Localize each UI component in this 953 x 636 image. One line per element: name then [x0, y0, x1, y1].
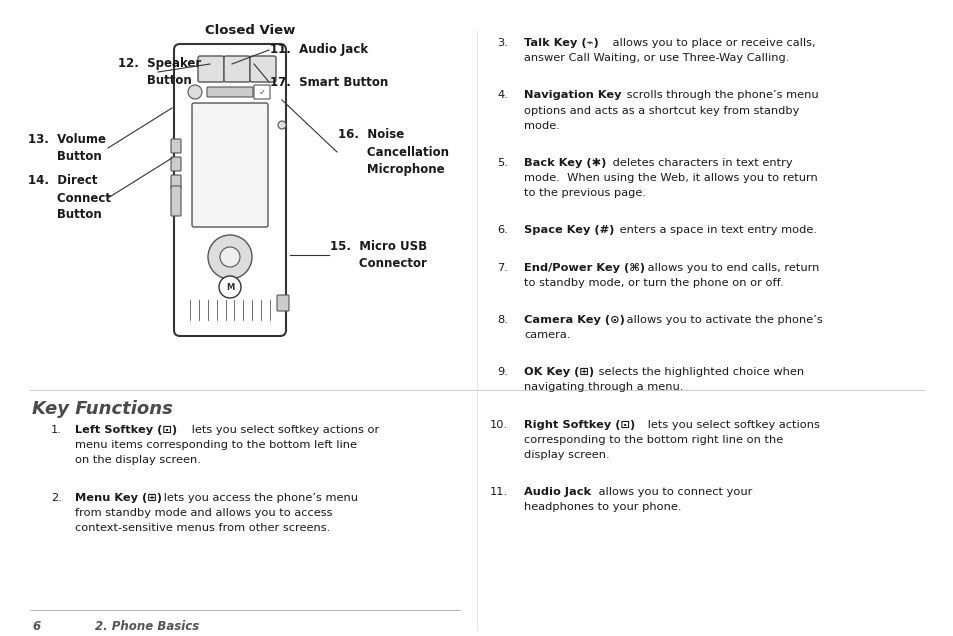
Text: to standby mode, or turn the phone on or off.: to standby mode, or turn the phone on or…	[523, 278, 782, 287]
FancyBboxPatch shape	[224, 56, 250, 82]
FancyBboxPatch shape	[250, 56, 275, 82]
FancyBboxPatch shape	[171, 186, 181, 216]
Text: menu items corresponding to the bottom left line: menu items corresponding to the bottom l…	[75, 440, 356, 450]
FancyBboxPatch shape	[276, 295, 289, 311]
Text: Closed View: Closed View	[205, 24, 294, 36]
Text: 6.: 6.	[497, 225, 507, 235]
Text: corresponding to the bottom right line on the: corresponding to the bottom right line o…	[523, 435, 782, 445]
FancyBboxPatch shape	[198, 56, 224, 82]
Text: deletes characters in text entry: deletes characters in text entry	[608, 158, 792, 168]
Text: 17.  Smart Button: 17. Smart Button	[270, 76, 388, 88]
Circle shape	[188, 85, 202, 99]
Text: lets you access the phone’s menu: lets you access the phone’s menu	[159, 492, 357, 502]
Text: scrolls through the phone’s menu: scrolls through the phone’s menu	[622, 90, 818, 100]
Text: 13.  Volume
       Button: 13. Volume Button	[28, 133, 106, 163]
FancyBboxPatch shape	[207, 87, 253, 97]
Text: 14.  Direct
       Connect
       Button: 14. Direct Connect Button	[28, 174, 111, 221]
Text: Camera Key (⊙): Camera Key (⊙)	[523, 315, 624, 325]
Text: 10.: 10.	[489, 420, 507, 429]
Text: Space Key (#): Space Key (#)	[523, 225, 614, 235]
Text: from standby mode and allows you to access: from standby mode and allows you to acce…	[75, 508, 333, 518]
Text: 2.: 2.	[51, 492, 62, 502]
Text: navigating through a menu.: navigating through a menu.	[523, 382, 682, 392]
FancyBboxPatch shape	[171, 139, 181, 153]
Text: mode.  When using the Web, it allows you to return: mode. When using the Web, it allows you …	[523, 173, 817, 183]
Text: options and acts as a shortcut key from standby: options and acts as a shortcut key from …	[523, 106, 799, 116]
Text: headphones to your phone.: headphones to your phone.	[523, 502, 680, 512]
Text: Menu Key (⊞): Menu Key (⊞)	[75, 492, 162, 502]
Circle shape	[220, 247, 240, 267]
Text: Key Functions: Key Functions	[32, 400, 172, 418]
Text: Back Key (✱): Back Key (✱)	[523, 158, 606, 168]
Text: 7.: 7.	[497, 263, 507, 273]
Text: 1.: 1.	[51, 425, 62, 435]
Circle shape	[277, 121, 286, 129]
Text: ✓: ✓	[258, 88, 265, 97]
FancyBboxPatch shape	[192, 103, 268, 227]
Text: 5.: 5.	[497, 158, 507, 168]
Text: selects the highlighted choice when: selects the highlighted choice when	[594, 367, 802, 377]
Text: to the previous page.: to the previous page.	[523, 188, 645, 198]
Text: allows you to place or receive calls,: allows you to place or receive calls,	[608, 38, 815, 48]
Text: answer Call Waiting, or use Three-Way Calling.: answer Call Waiting, or use Three-Way Ca…	[523, 53, 788, 63]
Text: 11.  Audio Jack: 11. Audio Jack	[270, 43, 368, 57]
Text: 2. Phone Basics: 2. Phone Basics	[95, 620, 199, 633]
Text: M: M	[226, 282, 233, 291]
Text: allows you to end calls, return: allows you to end calls, return	[643, 263, 819, 273]
Text: 4.: 4.	[497, 90, 507, 100]
Text: Left Softkey (⊡): Left Softkey (⊡)	[75, 425, 177, 435]
Text: End/Power Key (⌘): End/Power Key (⌘)	[523, 263, 644, 273]
FancyBboxPatch shape	[171, 175, 181, 189]
Text: on the display screen.: on the display screen.	[75, 455, 201, 466]
Text: mode.: mode.	[523, 121, 559, 130]
Text: 8.: 8.	[497, 315, 507, 325]
Text: allows you to activate the phone’s: allows you to activate the phone’s	[622, 315, 821, 325]
FancyBboxPatch shape	[173, 44, 286, 336]
Text: 3.: 3.	[497, 38, 507, 48]
Text: Right Softkey (⊡): Right Softkey (⊡)	[523, 420, 635, 429]
FancyBboxPatch shape	[171, 157, 181, 171]
Text: 16.  Noise
       Cancellation
       Microphone: 16. Noise Cancellation Microphone	[337, 128, 449, 176]
Text: Audio Jack: Audio Jack	[523, 487, 591, 497]
Text: 12.  Speaker
       Button: 12. Speaker Button	[118, 57, 201, 87]
FancyBboxPatch shape	[253, 85, 270, 99]
Text: display screen.: display screen.	[523, 450, 609, 460]
Text: OK Key (⊞): OK Key (⊞)	[523, 367, 594, 377]
Circle shape	[219, 276, 241, 298]
Text: 15.  Micro USB
       Connector: 15. Micro USB Connector	[330, 240, 427, 270]
Text: Navigation Key: Navigation Key	[523, 90, 620, 100]
Text: allows you to connect your: allows you to connect your	[594, 487, 751, 497]
Text: lets you select softkey actions or: lets you select softkey actions or	[188, 425, 379, 435]
Circle shape	[208, 235, 252, 279]
Text: 9.: 9.	[497, 367, 507, 377]
Text: 6: 6	[32, 620, 40, 633]
Text: lets you select softkey actions: lets you select softkey actions	[643, 420, 819, 429]
Text: 11.: 11.	[489, 487, 507, 497]
Text: enters a space in text entry mode.: enters a space in text entry mode.	[615, 225, 816, 235]
Text: camera.: camera.	[523, 330, 570, 340]
Text: context-sensitive menus from other screens.: context-sensitive menus from other scree…	[75, 523, 330, 533]
Text: Talk Key (⌁): Talk Key (⌁)	[523, 38, 598, 48]
